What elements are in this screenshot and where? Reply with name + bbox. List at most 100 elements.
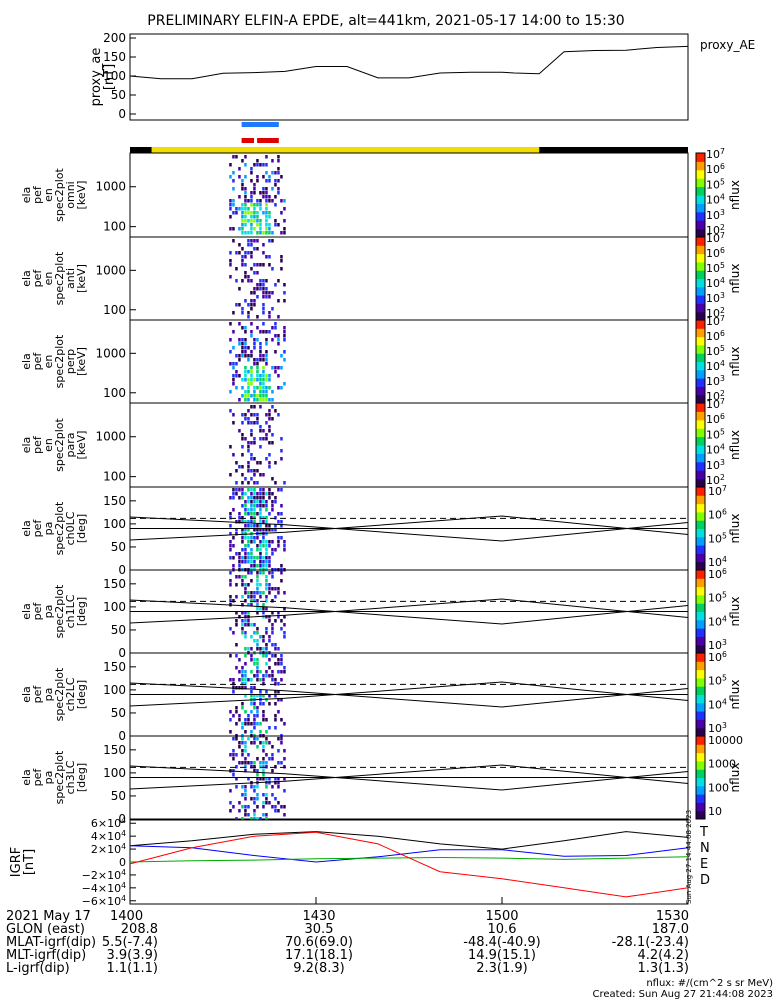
pitch-angle-pixel (271, 611, 274, 615)
colorbar-cell (696, 426, 705, 429)
colorbar-cell (696, 442, 705, 446)
colorbar-cell (696, 324, 705, 327)
spectrogram-pixel (256, 378, 259, 382)
colorbar-cell (696, 482, 705, 486)
spectrogram-pixel (232, 239, 235, 243)
spectrogram-pixel (271, 307, 274, 311)
pitch-angle-pixel (241, 749, 244, 753)
spectrogram-pixel (274, 283, 277, 287)
losscone-line (129, 515, 689, 541)
spectrogram-pixel (262, 163, 265, 167)
colorbar-tick-label: 104 (706, 443, 725, 457)
pitch-angle-pixel (244, 583, 247, 587)
colorbar-cell (696, 756, 705, 760)
spectrogram-ylabel: en (42, 438, 55, 452)
colorbar-cell (696, 282, 705, 286)
spectrogram-pixel (250, 179, 253, 183)
spectrogram-pixel (262, 243, 265, 247)
spectrogram-pixel (256, 413, 259, 417)
pitch-angle-pixel (256, 797, 259, 801)
pitch-angle-pixel (250, 516, 253, 520)
colorbar-cell (696, 384, 705, 387)
pitch-angle-pixel (277, 587, 280, 591)
pitch-angle-pixel (253, 797, 256, 801)
spectrogram-pixel (262, 187, 265, 191)
pitch-angle-pixel (244, 722, 247, 726)
spectrogram-pixel (250, 219, 253, 223)
pitch-angle-pixel (241, 536, 244, 540)
spectrogram-pixel (250, 374, 253, 378)
colorbar-cell (696, 220, 705, 223)
pitch-angle-pixel (235, 623, 238, 627)
spectrogram-pixel (247, 239, 250, 243)
pitch-angle-pixel (268, 583, 271, 587)
spectrogram-pixel (271, 326, 274, 330)
colorbar-label: nflux (728, 430, 742, 460)
pitch-angle-pixel (250, 496, 253, 500)
pitch-angle-pixel (259, 741, 262, 745)
colorbar-cell (696, 758, 705, 762)
spectrogram-pixel (229, 263, 232, 267)
colorbar-cell (696, 706, 705, 710)
spectrogram-pixel (265, 287, 268, 291)
pitch-angle-pixel (280, 536, 283, 540)
pitch-angle-pixel (247, 619, 250, 623)
pitch-angle-pixel (274, 781, 277, 785)
spectrogram-pixel (268, 231, 271, 235)
pitch-angle-pixel (259, 488, 262, 492)
colorbar-cell (696, 419, 705, 423)
pitch-angle-pixel (277, 611, 280, 615)
colorbar-cell (696, 640, 705, 644)
pitch-angle-pixel (259, 496, 262, 500)
pitch-angle-pixel (241, 761, 244, 765)
colorbar-cell (696, 309, 705, 313)
pitch-angle-pixel (274, 662, 277, 666)
colorbar-cell (696, 188, 705, 192)
pitch-angle-pixel (250, 635, 253, 639)
spectrogram-pixel (265, 155, 268, 159)
pitch-angle-pixel (241, 722, 244, 726)
spectrogram-pixel (244, 477, 247, 481)
colorbar-cell (696, 516, 705, 519)
colorbar-cell (696, 344, 705, 348)
pitch-angle-pixel (283, 789, 286, 793)
pitch-angle-pixel (265, 690, 268, 694)
spectrogram-pixel (262, 382, 265, 386)
pitch-angle-pixel (253, 662, 256, 666)
pitch-angle-pixel (256, 512, 259, 516)
pitch-angle-pixel (229, 710, 232, 714)
spectrogram-pixel (232, 203, 235, 207)
spectrogram-pixel (250, 405, 253, 409)
pitch-angle-pixel (268, 635, 271, 639)
pitch-angle-pixel (265, 627, 268, 631)
pitch-angle-pixel (262, 611, 265, 615)
colorbar-cell (696, 280, 705, 284)
spectrogram-pixel (259, 386, 262, 390)
colorbar-cell (696, 484, 705, 488)
pitch-angle-pixel (256, 587, 259, 591)
pitch-angle-pixel (277, 520, 280, 524)
pitch-angle-pixel (256, 773, 259, 777)
spectrogram-pixel (262, 366, 265, 370)
losscone-line (129, 764, 689, 790)
colorbar-cell (696, 288, 705, 292)
spectrogram-pixel (262, 231, 265, 235)
spectrogram-pixel (256, 239, 259, 243)
pitch-angle-pixel (244, 765, 247, 769)
spectrogram-pixel (238, 322, 241, 326)
spectrogram-pixel (247, 199, 250, 203)
spectrogram-pixel (259, 346, 262, 350)
antilosscone-line (129, 599, 689, 625)
colorbar-cell (696, 455, 705, 459)
pitch-angle-pixel (253, 564, 256, 568)
orbit-row-label: MLAT-igrf(dip) (6, 935, 96, 950)
colorbar-cell (696, 237, 705, 240)
pitch-angle-ylabel: pef (31, 519, 44, 538)
spectrogram-pixel (241, 207, 244, 211)
pitch-angle-pixel (277, 536, 280, 540)
pitch-angle-pixel (274, 647, 277, 651)
pitch-angle-pixel (259, 492, 262, 496)
spectrogram-pixel (229, 322, 232, 326)
spectrogram-pixel (241, 453, 244, 457)
colorbar-cell (696, 534, 705, 538)
